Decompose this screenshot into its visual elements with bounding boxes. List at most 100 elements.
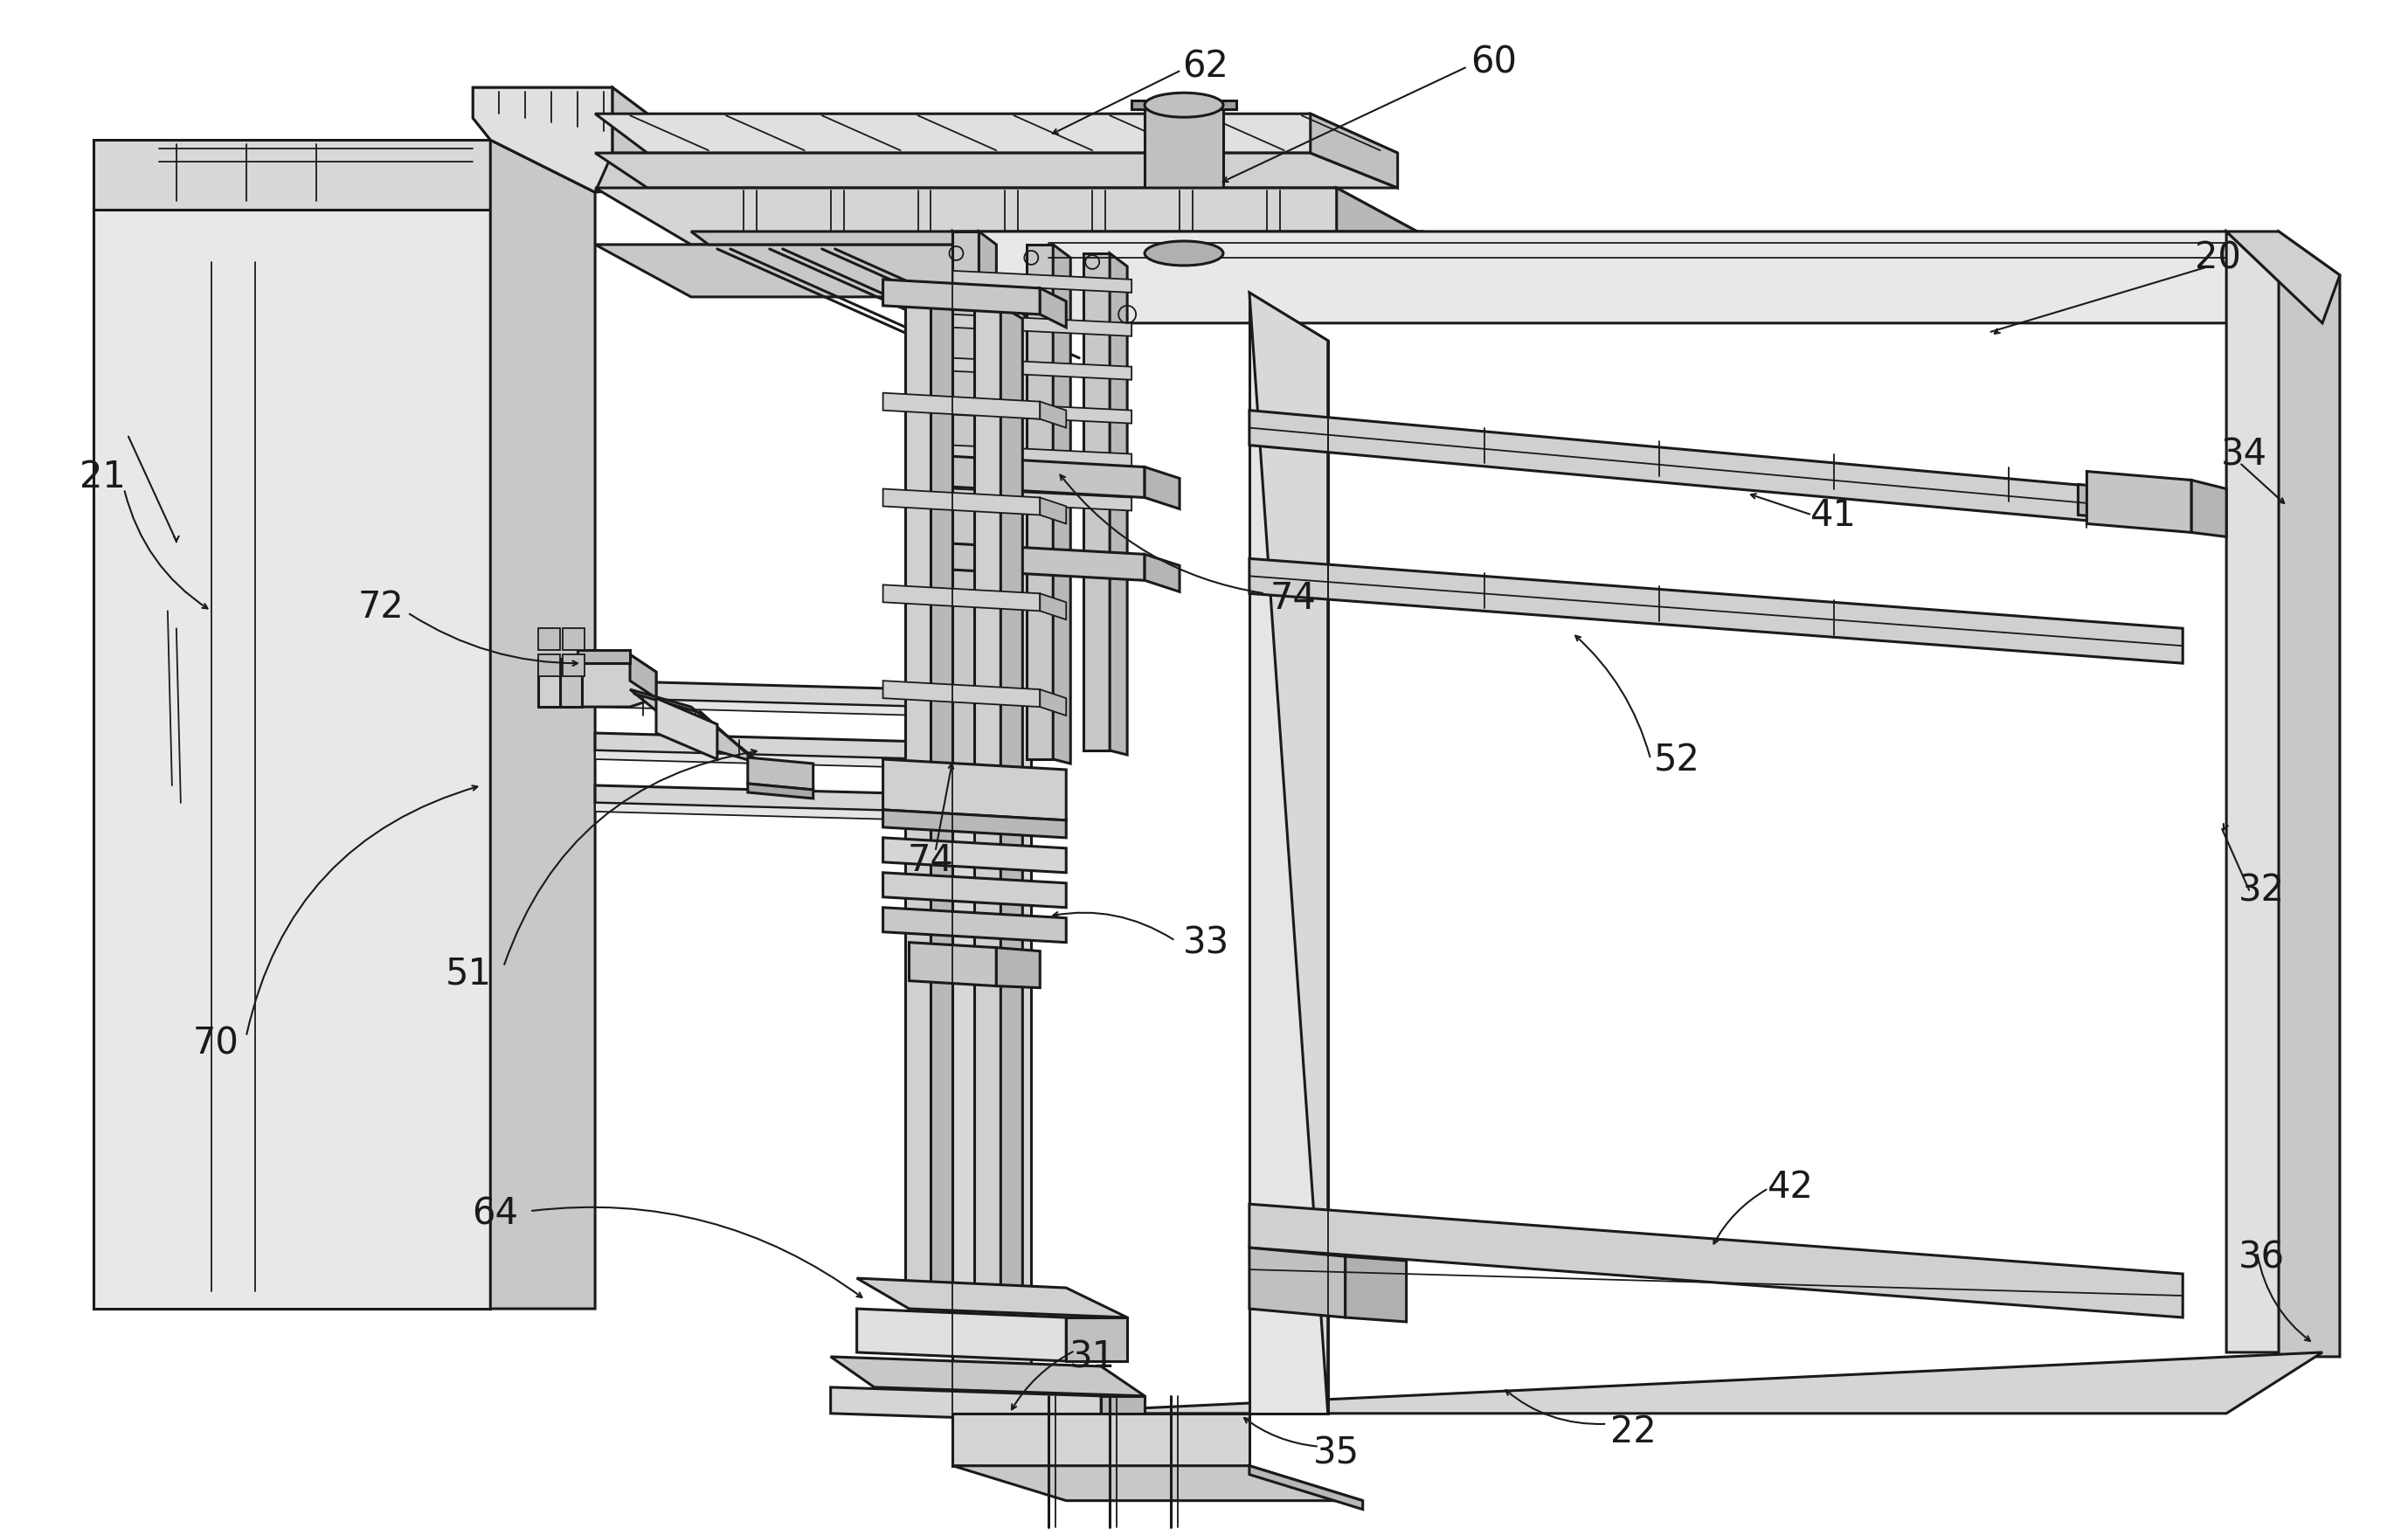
Polygon shape [857, 1279, 1127, 1317]
Polygon shape [884, 281, 1040, 315]
Text: 20: 20 [2194, 239, 2242, 276]
Polygon shape [595, 246, 1442, 298]
Polygon shape [1144, 468, 1180, 510]
Polygon shape [1250, 1248, 1346, 1317]
Ellipse shape [1144, 243, 1223, 266]
Text: 74: 74 [1269, 580, 1317, 617]
Polygon shape [910, 542, 1144, 580]
Text: 21: 21 [79, 457, 125, 494]
Polygon shape [595, 698, 927, 715]
Polygon shape [1250, 1205, 2182, 1317]
Text: 72: 72 [359, 589, 405, 625]
Polygon shape [595, 786, 927, 812]
Polygon shape [884, 838, 1067, 873]
Polygon shape [539, 655, 561, 677]
Polygon shape [595, 189, 1442, 246]
Text: 60: 60 [1471, 45, 1517, 80]
Text: 34: 34 [2220, 436, 2266, 473]
Polygon shape [884, 907, 1067, 942]
Text: 33: 33 [1182, 924, 1228, 961]
Polygon shape [1026, 246, 1052, 760]
Polygon shape [1002, 307, 1023, 1302]
Polygon shape [954, 402, 1132, 424]
Polygon shape [563, 655, 585, 677]
Polygon shape [655, 698, 718, 760]
Polygon shape [595, 154, 1397, 189]
Polygon shape [884, 585, 1040, 611]
Polygon shape [631, 689, 761, 764]
Polygon shape [595, 803, 927, 821]
Polygon shape [954, 490, 1132, 511]
Polygon shape [997, 949, 1040, 989]
Text: 22: 22 [1611, 1412, 1657, 1449]
Polygon shape [884, 393, 1040, 419]
Text: 42: 42 [1767, 1168, 1813, 1205]
Polygon shape [954, 359, 1132, 381]
Polygon shape [831, 1388, 1100, 1423]
Text: 41: 41 [1811, 497, 1857, 534]
Polygon shape [831, 1357, 1144, 1395]
Polygon shape [1110, 253, 1127, 755]
Polygon shape [1250, 559, 2182, 663]
Text: 36: 36 [2237, 1239, 2285, 1276]
Polygon shape [1040, 289, 1067, 328]
Polygon shape [857, 1309, 1067, 1362]
Polygon shape [954, 232, 1031, 1414]
Polygon shape [749, 758, 814, 791]
Polygon shape [2227, 232, 2341, 324]
Polygon shape [1336, 189, 1442, 298]
Ellipse shape [1144, 94, 1223, 118]
Polygon shape [472, 89, 648, 193]
Polygon shape [954, 445, 1132, 468]
Polygon shape [749, 784, 814, 798]
Polygon shape [595, 751, 927, 769]
Polygon shape [539, 629, 561, 651]
Polygon shape [2191, 480, 2227, 537]
Polygon shape [561, 660, 583, 708]
Text: 35: 35 [1312, 1434, 1361, 1471]
Polygon shape [980, 232, 997, 772]
Polygon shape [954, 272, 1132, 293]
Polygon shape [2088, 471, 2191, 533]
Polygon shape [563, 629, 585, 651]
Polygon shape [578, 655, 655, 708]
Polygon shape [2278, 232, 2341, 1357]
Polygon shape [595, 734, 927, 760]
Polygon shape [1040, 689, 1067, 715]
Text: 52: 52 [1654, 741, 1700, 778]
Text: 62: 62 [1182, 48, 1228, 84]
Polygon shape [1144, 554, 1180, 593]
Polygon shape [1250, 293, 1327, 1414]
Polygon shape [595, 682, 927, 708]
Polygon shape [595, 115, 1397, 154]
Polygon shape [631, 655, 655, 698]
Text: 70: 70 [193, 1025, 238, 1061]
Polygon shape [612, 89, 648, 154]
Polygon shape [2227, 232, 2321, 1352]
Polygon shape [884, 760, 1067, 821]
Polygon shape [94, 210, 491, 1309]
Polygon shape [905, 298, 932, 1291]
Text: 51: 51 [445, 955, 491, 992]
Polygon shape [954, 1352, 2321, 1414]
Polygon shape [884, 490, 1040, 516]
Polygon shape [1040, 402, 1067, 428]
Polygon shape [1250, 293, 1327, 1414]
Polygon shape [954, 232, 2321, 324]
Polygon shape [954, 232, 980, 769]
Polygon shape [954, 315, 1132, 336]
Polygon shape [691, 232, 1442, 246]
Polygon shape [1132, 101, 1235, 111]
Text: 64: 64 [472, 1194, 518, 1231]
Polygon shape [975, 307, 1002, 1291]
Polygon shape [910, 942, 997, 987]
Polygon shape [1040, 499, 1067, 525]
Polygon shape [1310, 115, 1397, 189]
Polygon shape [1346, 1257, 1406, 1322]
Text: 31: 31 [1069, 1339, 1115, 1375]
Polygon shape [1250, 411, 2121, 525]
Polygon shape [1100, 1395, 1144, 1423]
Polygon shape [884, 873, 1067, 907]
Polygon shape [1040, 594, 1067, 620]
Text: 74: 74 [908, 841, 954, 878]
